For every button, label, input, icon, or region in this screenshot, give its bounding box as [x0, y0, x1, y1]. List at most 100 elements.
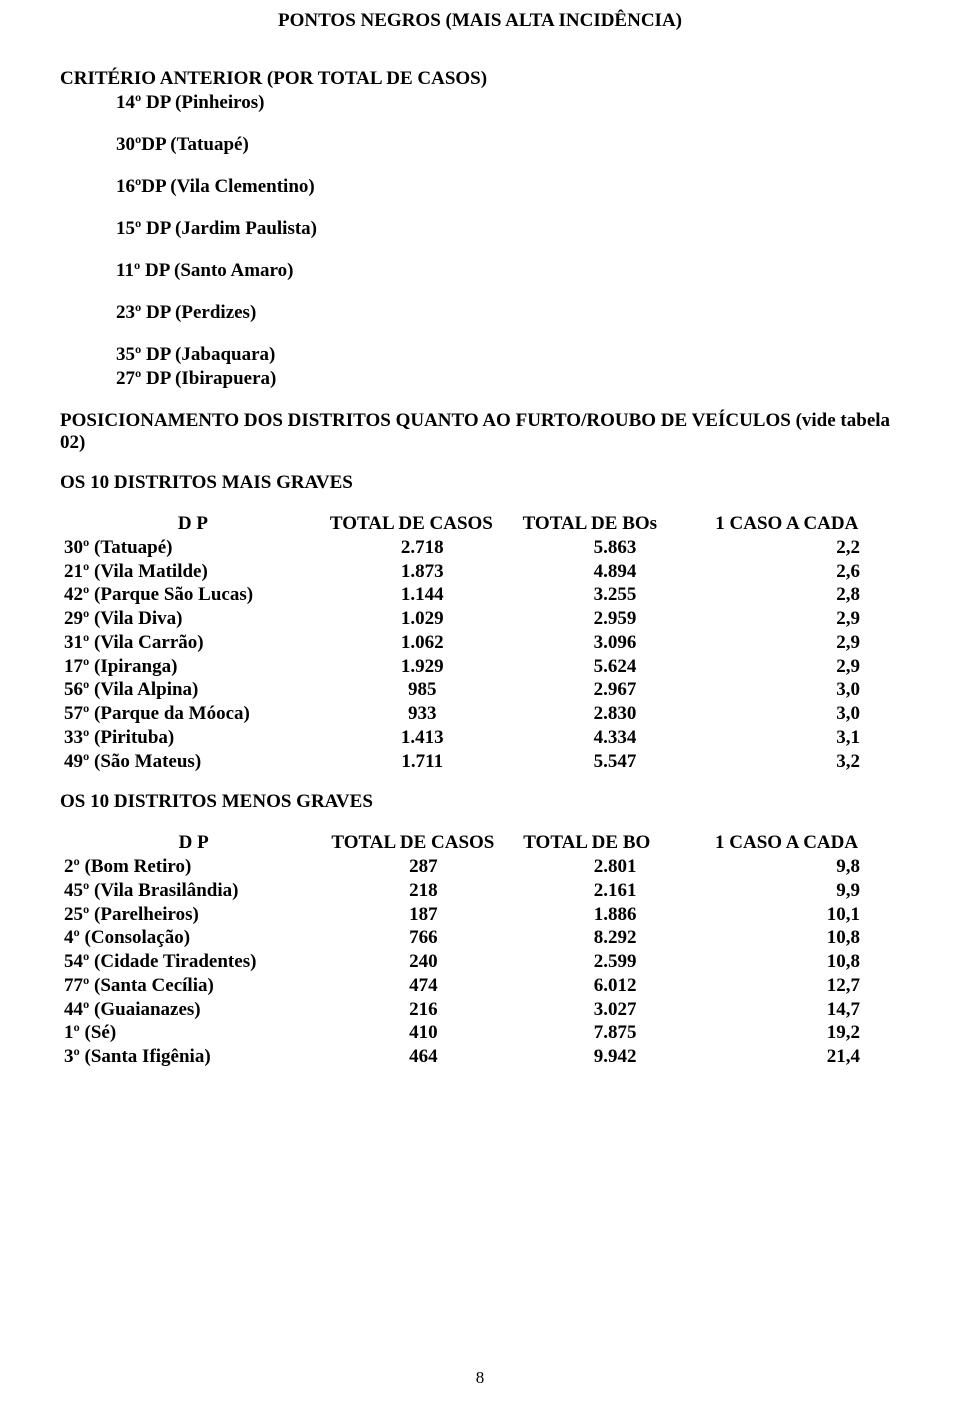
table-row: 31º (Vila Carrão)1.0623.0962,9 — [60, 631, 900, 655]
table-row: 17º (Ipiranga)1.9295.6242,9 — [60, 655, 900, 679]
table-row: 33º (Pirituba)1.4134.3343,1 — [60, 726, 900, 750]
dp-list-item: 30ºDP (Tatuapé) — [116, 134, 900, 156]
posicionamento-heading: POSICIONAMENTO DOS DISTRITOS QUANTO AO F… — [60, 410, 900, 454]
cell-cada: 14,7 — [711, 998, 900, 1022]
table-row: 21º (Vila Matilde)1.8734.8942,6 — [60, 560, 900, 584]
col-header-casos: TOTAL DE CASOS — [326, 512, 519, 536]
table-row: 49º (São Mateus)1.7115.5473,2 — [60, 750, 900, 774]
page-number: 8 — [0, 1368, 960, 1388]
dp-list-item: 15º DP (Jardim Paulista) — [116, 218, 900, 240]
col-header-cada: 1 CASO A CADA — [711, 512, 900, 536]
table-row: 1º (Sé)4107.87519,2 — [60, 1021, 900, 1045]
dp-list-item: 35º DP (Jabaquara) — [116, 344, 900, 366]
cell-bos: 3.096 — [519, 631, 712, 655]
col-header-dp: D P — [60, 512, 326, 536]
cell-bos: 4.894 — [519, 560, 712, 584]
cell-dp: 31º (Vila Carrão) — [60, 631, 326, 655]
col-header-dp: D P — [60, 831, 327, 855]
cell-dp: 54º (Cidade Tiradentes) — [60, 950, 327, 974]
cell-bos: 5.624 — [519, 655, 712, 679]
table-graves: D P TOTAL DE CASOS TOTAL DE BOs 1 CASO A… — [60, 512, 900, 773]
cell-casos: 1.029 — [326, 607, 519, 631]
dp-list: 14º DP (Pinheiros) 30ºDP (Tatuapé) 16ºDP… — [116, 92, 900, 390]
cell-casos: 410 — [327, 1021, 519, 1045]
col-header-cada: 1 CASO A CADA — [711, 831, 900, 855]
cell-dp: 44º (Guaianazes) — [60, 998, 327, 1022]
col-header-bos: TOTAL DE BO — [519, 831, 711, 855]
table-row: 25º (Parelheiros)1871.88610,1 — [60, 903, 900, 927]
cell-dp: 3º (Santa Ifigênia) — [60, 1045, 327, 1069]
cell-cada: 2,9 — [711, 655, 900, 679]
dp-list-item: 11º DP (Santo Amaro) — [116, 260, 900, 282]
cell-casos: 985 — [326, 678, 519, 702]
cell-bos: 4.334 — [519, 726, 712, 750]
cell-cada: 9,8 — [711, 855, 900, 879]
cell-bos: 9.942 — [519, 1045, 711, 1069]
cell-dp: 30º (Tatuapé) — [60, 536, 326, 560]
cell-bos: 5.863 — [519, 536, 712, 560]
page-title: PONTOS NEGROS (MAIS ALTA INCIDÊNCIA) — [60, 10, 900, 32]
cell-casos: 766 — [327, 926, 519, 950]
table-header-row: D P TOTAL DE CASOS TOTAL DE BO 1 CASO A … — [60, 831, 900, 855]
cell-dp: 21º (Vila Matilde) — [60, 560, 326, 584]
table-row: 2º (Bom Retiro)2872.8019,8 — [60, 855, 900, 879]
cell-casos: 218 — [327, 879, 519, 903]
dp-list-item: 16ºDP (Vila Clementino) — [116, 176, 900, 198]
cell-cada: 10,8 — [711, 950, 900, 974]
cell-dp: 45º (Vila Brasilândia) — [60, 879, 327, 903]
table-header-row: D P TOTAL DE CASOS TOTAL DE BOs 1 CASO A… — [60, 512, 900, 536]
cell-casos: 287 — [327, 855, 519, 879]
table-row: 77º (Santa Cecília)4746.01212,7 — [60, 974, 900, 998]
cell-dp: 1º (Sé) — [60, 1021, 327, 1045]
cell-bos: 3.027 — [519, 998, 711, 1022]
table-menos: D P TOTAL DE CASOS TOTAL DE BO 1 CASO A … — [60, 831, 900, 1069]
table-row: 54º (Cidade Tiradentes)2402.59910,8 — [60, 950, 900, 974]
table-row: 4º (Consolação)7668.29210,8 — [60, 926, 900, 950]
cell-cada: 12,7 — [711, 974, 900, 998]
dp-list-item: 27º DP (Ibirapuera) — [116, 368, 900, 390]
graves-heading: OS 10 DISTRITOS MAIS GRAVES — [60, 472, 900, 494]
cell-bos: 6.012 — [519, 974, 711, 998]
cell-bos: 2.967 — [519, 678, 712, 702]
cell-bos: 3.255 — [519, 583, 712, 607]
cell-casos: 1.873 — [326, 560, 519, 584]
cell-cada: 3,1 — [711, 726, 900, 750]
cell-cada: 2,9 — [711, 631, 900, 655]
cell-casos: 187 — [327, 903, 519, 927]
cell-casos: 1.929 — [326, 655, 519, 679]
table-row: 44º (Guaianazes)2163.02714,7 — [60, 998, 900, 1022]
cell-casos: 1.413 — [326, 726, 519, 750]
col-header-bos: TOTAL DE BOs — [519, 512, 712, 536]
cell-cada: 3,2 — [711, 750, 900, 774]
cell-dp: 29º (Vila Diva) — [60, 607, 326, 631]
cell-dp: 33º (Pirituba) — [60, 726, 326, 750]
cell-cada: 10,8 — [711, 926, 900, 950]
cell-casos: 1.711 — [326, 750, 519, 774]
cell-cada: 9,9 — [711, 879, 900, 903]
cell-bos: 8.292 — [519, 926, 711, 950]
cell-bos: 2.161 — [519, 879, 711, 903]
cell-casos: 1.144 — [326, 583, 519, 607]
cell-casos: 216 — [327, 998, 519, 1022]
cell-bos: 1.886 — [519, 903, 711, 927]
cell-dp: 57º (Parque da Móoca) — [60, 702, 326, 726]
cell-cada: 2,8 — [711, 583, 900, 607]
cell-bos: 7.875 — [519, 1021, 711, 1045]
cell-dp: 17º (Ipiranga) — [60, 655, 326, 679]
cell-bos: 5.547 — [519, 750, 712, 774]
cell-cada: 21,4 — [711, 1045, 900, 1069]
cell-casos: 1.062 — [326, 631, 519, 655]
menos-heading: OS 10 DISTRITOS MENOS GRAVES — [60, 791, 900, 813]
cell-cada: 10,1 — [711, 903, 900, 927]
cell-dp: 25º (Parelheiros) — [60, 903, 327, 927]
cell-cada: 2,6 — [711, 560, 900, 584]
cell-cada: 2,9 — [711, 607, 900, 631]
cell-casos: 474 — [327, 974, 519, 998]
table-row: 45º (Vila Brasilândia)2182.1619,9 — [60, 879, 900, 903]
cell-bos: 2.801 — [519, 855, 711, 879]
cell-dp: 49º (São Mateus) — [60, 750, 326, 774]
cell-cada: 2,2 — [711, 536, 900, 560]
cell-cada: 19,2 — [711, 1021, 900, 1045]
table-row: 57º (Parque da Móoca)9332.8303,0 — [60, 702, 900, 726]
cell-casos: 933 — [326, 702, 519, 726]
